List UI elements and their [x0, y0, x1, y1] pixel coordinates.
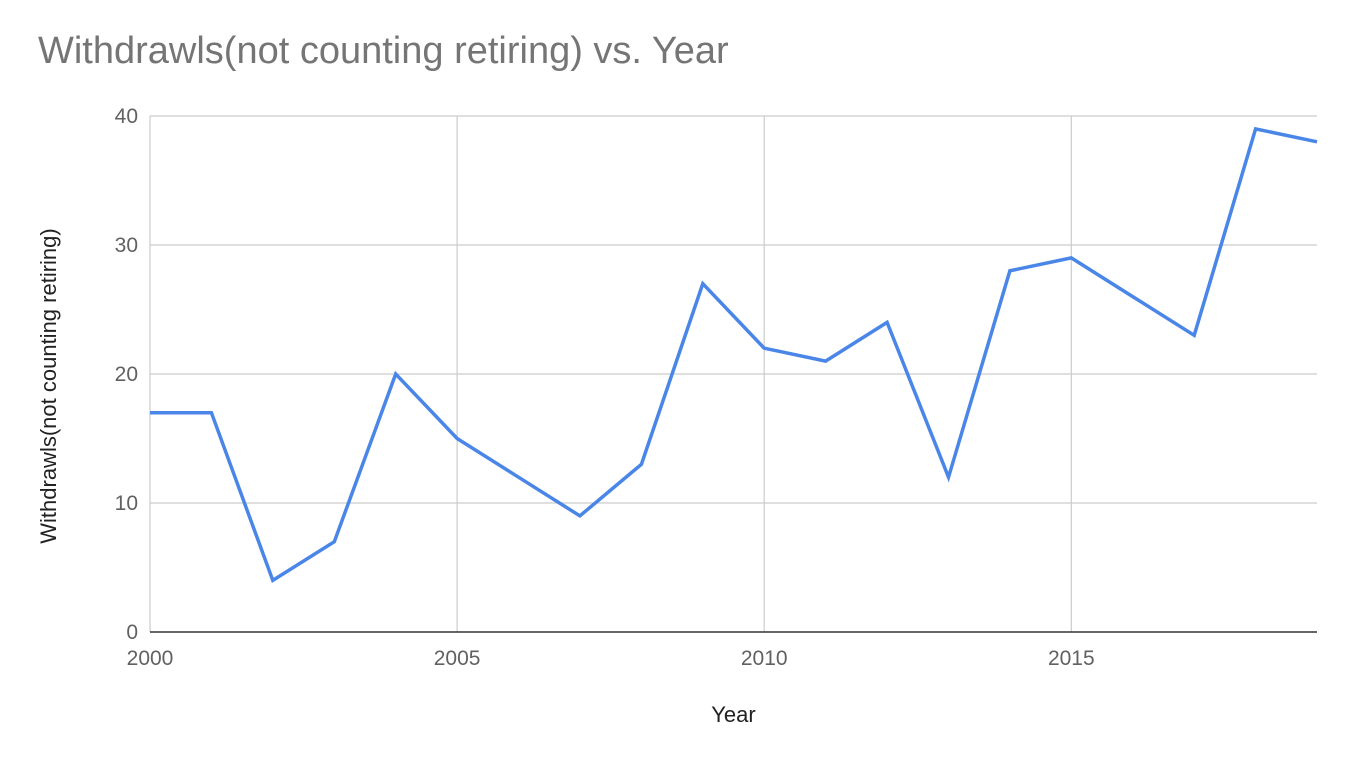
x-axis-title: Year: [711, 702, 755, 727]
x-tick-label: 2000: [127, 647, 174, 670]
x-tick-label: 2005: [434, 647, 481, 670]
series-line: [150, 126, 1318, 584]
y-tick-label: 0: [126, 621, 138, 644]
y-tick-label: 10: [115, 492, 138, 515]
y-tick-label: 30: [115, 234, 138, 257]
y-tick-label: 40: [115, 105, 138, 128]
series: [150, 126, 1318, 584]
tick-labels: 0 10 20 30 40 2000 2005 2010 2015: [115, 105, 1095, 670]
x-tick-label: 2010: [741, 647, 788, 670]
y-axis-title: Withdrawls(not counting retiring): [36, 228, 61, 543]
grid: [149, 115, 1317, 632]
y-tick-label: 20: [115, 363, 138, 386]
chart-title: Withdrawls(not counting retiring) vs. Ye…: [38, 30, 729, 72]
x-tick-label: 2015: [1048, 647, 1095, 670]
